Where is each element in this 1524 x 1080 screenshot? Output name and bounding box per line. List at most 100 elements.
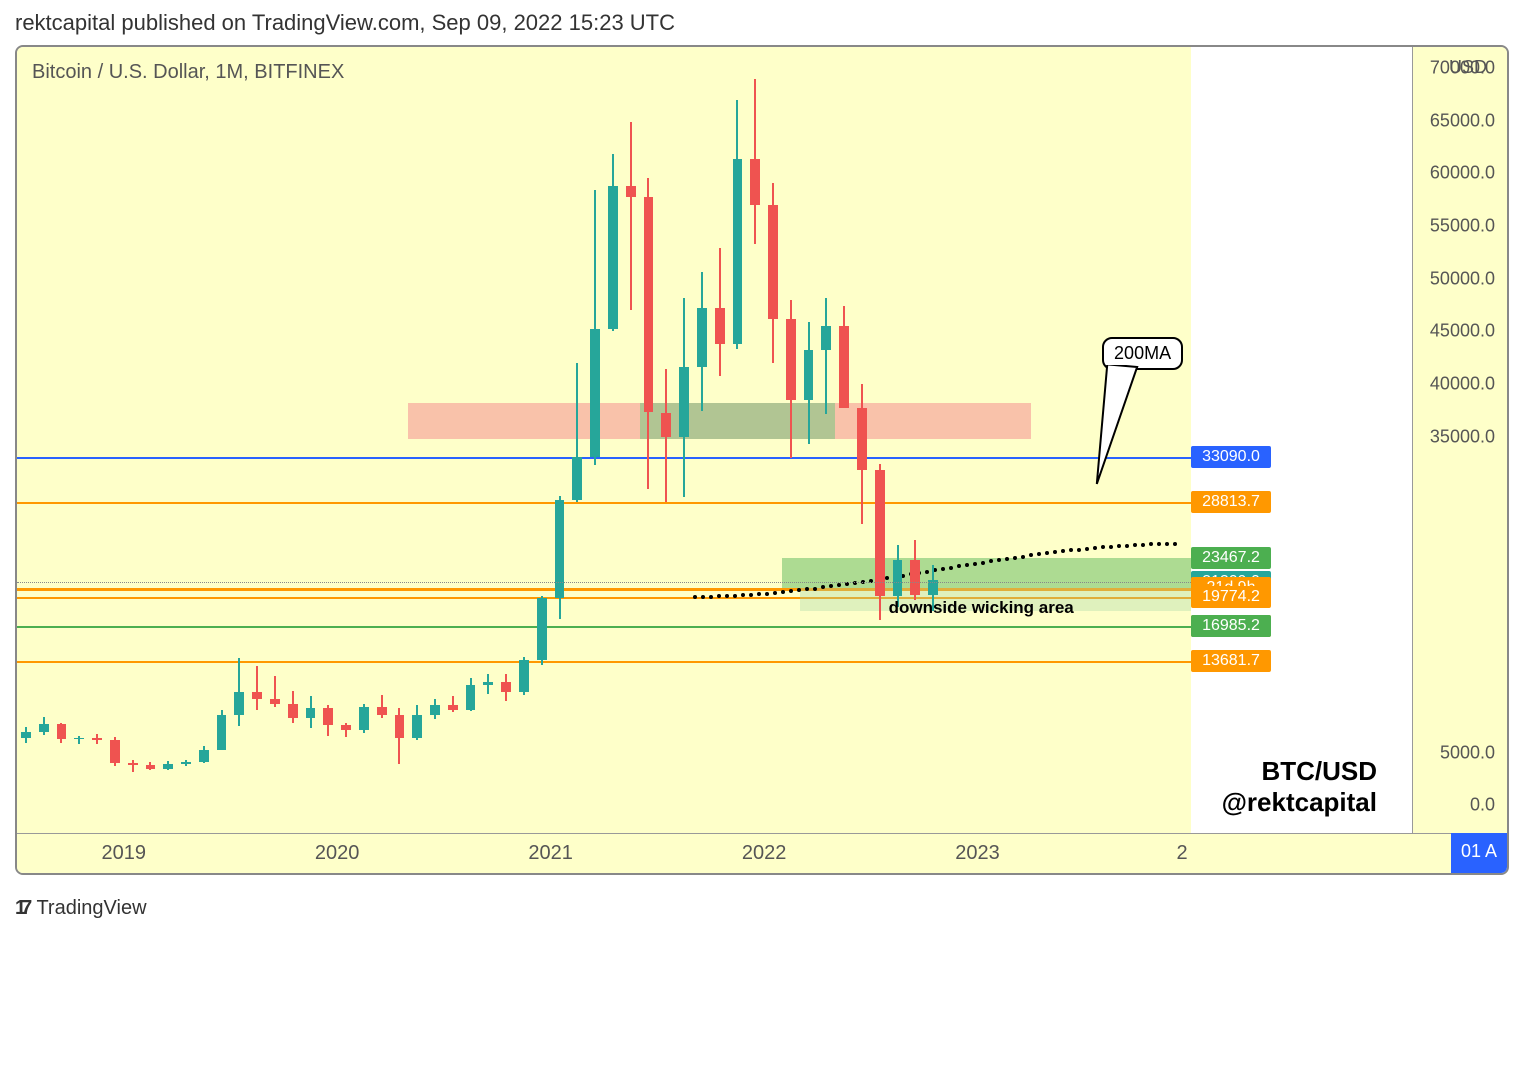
x-tick: 2019 bbox=[101, 842, 146, 865]
ma-dot bbox=[1021, 555, 1025, 559]
candle-body bbox=[501, 682, 511, 691]
annotation-wicking: downside wicking area bbox=[889, 598, 1074, 618]
candle-body bbox=[377, 707, 387, 714]
candle-body bbox=[537, 598, 547, 660]
y-tick: 35000.0 bbox=[1430, 426, 1495, 447]
watermark: BTC/USD @rektcapital bbox=[1222, 756, 1377, 818]
candle-body bbox=[786, 319, 796, 400]
candle-body bbox=[679, 367, 689, 437]
candle-body bbox=[590, 329, 600, 456]
ma-dot bbox=[1133, 543, 1137, 547]
x-tick: 2 bbox=[1177, 842, 1188, 865]
candle-body bbox=[768, 205, 778, 319]
ma-dot bbox=[1045, 551, 1049, 555]
x-axis[interactable]: 01 A 201920202021202220232 bbox=[17, 833, 1507, 873]
ma-dot bbox=[1029, 553, 1033, 557]
price-zone bbox=[782, 558, 1191, 588]
brand-logo: 17 TradingView bbox=[15, 897, 147, 920]
price-label: 23467.2 bbox=[1191, 547, 1271, 569]
price-label: 28813.7 bbox=[1191, 491, 1271, 513]
candle-body bbox=[430, 705, 440, 714]
price-label: 13681.7 bbox=[1191, 650, 1271, 672]
price-label: 16985.2 bbox=[1191, 615, 1271, 637]
ma-dot bbox=[1157, 542, 1161, 546]
ma-dot bbox=[813, 587, 817, 591]
candle-body bbox=[697, 308, 707, 367]
candle-wick bbox=[256, 666, 258, 709]
chart-plot[interactable] bbox=[17, 47, 1191, 837]
ma-dot bbox=[765, 592, 769, 596]
horizontal-line bbox=[17, 626, 1191, 628]
candle-body bbox=[110, 740, 120, 763]
x-tick: 2021 bbox=[528, 842, 573, 865]
ma-dot bbox=[973, 562, 977, 566]
horizontal-line bbox=[17, 502, 1191, 504]
ma-dot bbox=[1053, 550, 1057, 554]
candle-wick bbox=[132, 760, 134, 772]
y-tick: 5000.0 bbox=[1440, 742, 1495, 763]
candle-body bbox=[146, 765, 156, 768]
candle-body bbox=[270, 699, 280, 704]
candle-body bbox=[555, 500, 565, 598]
y-axis[interactable]: USD 70000.065000.060000.055000.050000.04… bbox=[1412, 47, 1507, 837]
ma-dot bbox=[1093, 546, 1097, 550]
publish-caption: rektcapital published on TradingView.com… bbox=[15, 10, 675, 36]
candle-body bbox=[341, 725, 351, 729]
candle-body bbox=[412, 715, 422, 738]
x-tick: 2020 bbox=[315, 842, 360, 865]
ma-dot bbox=[749, 593, 753, 597]
y-tick: 0.0 bbox=[1470, 795, 1495, 816]
candle-body bbox=[483, 682, 493, 685]
candle-body bbox=[715, 308, 725, 344]
candle-body bbox=[128, 763, 138, 765]
candle-body bbox=[199, 750, 209, 763]
ma-dot bbox=[709, 595, 713, 599]
candle-body bbox=[57, 724, 67, 739]
ma-dot bbox=[733, 594, 737, 598]
annotation-200ma: 200MA bbox=[1102, 337, 1183, 370]
candle-wick bbox=[825, 298, 827, 414]
ma-dot bbox=[1109, 545, 1113, 549]
candle-body bbox=[163, 764, 173, 768]
candle-body bbox=[234, 692, 244, 715]
ma-dot bbox=[1077, 548, 1081, 552]
y-tick: 60000.0 bbox=[1430, 163, 1495, 184]
ma-dot bbox=[781, 590, 785, 594]
ma-dot bbox=[1117, 544, 1121, 548]
ma-dot bbox=[925, 570, 929, 574]
ma-dot bbox=[789, 589, 793, 593]
candle-body bbox=[644, 197, 654, 413]
ma-dot bbox=[1061, 549, 1065, 553]
ma-dot bbox=[1037, 552, 1041, 556]
ma-dot bbox=[1005, 557, 1009, 561]
candle-body bbox=[466, 685, 476, 709]
candle-body bbox=[750, 159, 760, 205]
time-countdown-badge: 01 A bbox=[1451, 833, 1507, 873]
candle-body bbox=[181, 762, 191, 764]
chart-container: USD 70000.065000.060000.055000.050000.04… bbox=[15, 45, 1509, 875]
candle-body bbox=[893, 560, 903, 596]
ma-dot bbox=[1085, 547, 1089, 551]
y-tick: 45000.0 bbox=[1430, 321, 1495, 342]
ma-dot bbox=[1141, 543, 1145, 547]
ma-dot bbox=[1101, 545, 1105, 549]
horizontal-line bbox=[17, 661, 1191, 663]
ma-dot bbox=[725, 594, 729, 598]
candle-body bbox=[804, 350, 814, 400]
ma-dot bbox=[941, 567, 945, 571]
price-label: 19774.2 bbox=[1191, 586, 1271, 608]
ma-dot bbox=[1149, 542, 1153, 546]
price-label: 33090.0 bbox=[1191, 446, 1271, 468]
candle-body bbox=[626, 186, 636, 197]
candle-body bbox=[448, 705, 458, 709]
candle-body bbox=[875, 470, 885, 595]
x-tick: 2022 bbox=[742, 842, 787, 865]
ma-dot bbox=[773, 591, 777, 595]
candle-body bbox=[39, 724, 49, 731]
candle-body bbox=[661, 413, 671, 437]
horizontal-line bbox=[17, 457, 1191, 459]
ma-dot bbox=[757, 592, 761, 596]
candle-body bbox=[733, 159, 743, 344]
ma-dot bbox=[1165, 542, 1169, 546]
candle-body bbox=[323, 708, 333, 725]
